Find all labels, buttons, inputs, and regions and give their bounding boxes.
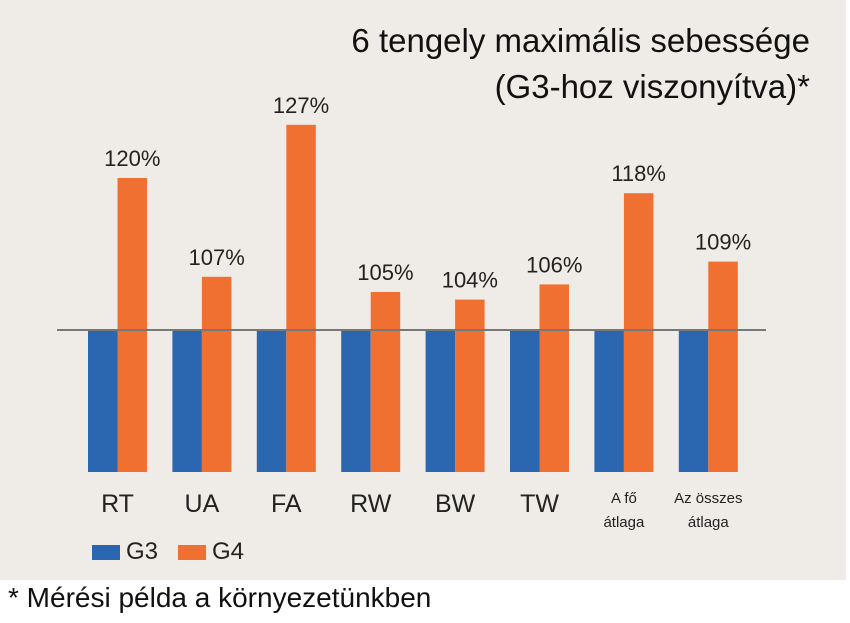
footnote: * Mérési példa a környezetünkben <box>8 582 432 613</box>
data-label: 106% <box>526 252 582 277</box>
x-tick-label: UA <box>185 490 220 518</box>
data-label: 127% <box>273 93 329 118</box>
x-tick-label: BW <box>435 490 476 518</box>
bar-g4 <box>539 284 569 472</box>
bar-g4 <box>286 124 316 473</box>
x-tick-label: átlaga <box>688 514 730 531</box>
x-tick-label: RT <box>101 490 134 518</box>
bar-g4 <box>117 178 147 472</box>
legend-g3: G3 <box>92 538 158 566</box>
legend-swatch-g3 <box>92 544 120 560</box>
x-tick-label: A fő <box>611 490 637 507</box>
bar-g3 <box>172 330 202 472</box>
legend-label-g4: G4 <box>212 538 245 565</box>
data-label: 109% <box>695 230 751 255</box>
data-label: 118% <box>611 161 666 186</box>
bar-g3 <box>425 330 456 472</box>
data-label: 105% <box>357 260 413 285</box>
chart-title-line2: (G3-hoz viszonyítva)* <box>494 68 810 105</box>
bar-g4 <box>370 292 401 472</box>
bar-g3 <box>256 330 287 472</box>
bar-g4 <box>201 276 232 472</box>
bar-g3 <box>510 330 540 472</box>
data-label: 104% <box>442 268 498 293</box>
x-tick-label: Az összes <box>674 490 742 507</box>
bar-g3 <box>678 330 709 472</box>
bar-chart: 120% RT 107% UA 127% FA 105% RW 104% BW 106% TW 118%… <box>57 93 766 531</box>
bar-g3 <box>594 330 624 472</box>
x-tick-label: átlaga <box>603 514 645 531</box>
bar-g4 <box>455 299 485 472</box>
x-tick-label: TW <box>520 490 559 518</box>
bar-g3 <box>88 330 118 472</box>
bar-g3 <box>341 330 371 472</box>
bar-g4 <box>623 193 654 472</box>
data-label: 120% <box>104 146 160 171</box>
chart-title-line1: 6 tengely maximális sebessége <box>351 22 810 59</box>
legend-g4: G4 <box>178 538 244 566</box>
x-tick-label: FA <box>271 490 302 518</box>
legend-swatch-g4 <box>178 544 206 560</box>
bar-g4 <box>708 261 738 472</box>
data-label: 107% <box>189 245 245 270</box>
x-tick-label: RW <box>350 490 392 518</box>
legend-label-g3: G3 <box>126 538 159 565</box>
